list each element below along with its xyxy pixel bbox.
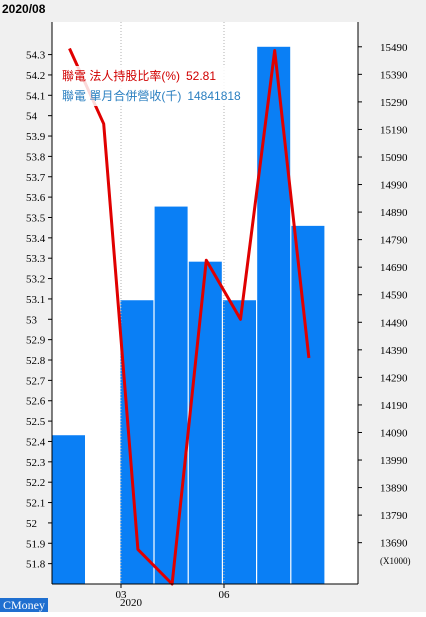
left-axis-tick-label: 53.1	[26, 294, 45, 306]
left-axis-tick-label: 53.2	[26, 274, 45, 286]
legend-value-revenue: 14841818	[187, 89, 240, 103]
legend-item-ownership: 聯電 法人持股比率(%) 52.81	[62, 66, 241, 86]
revenue-bar	[52, 435, 85, 584]
right-axis-tick-label: 14890	[380, 207, 408, 219]
revenue-bar	[155, 207, 188, 584]
left-axis-tick-label: 52.8	[26, 355, 46, 367]
right-axis-tick-label: 14290	[380, 372, 408, 384]
left-axis-tick-label: 51.9	[26, 538, 46, 550]
right-axis-tick-label: 15390	[380, 69, 408, 81]
right-axis-unit-label: (X1000)	[380, 556, 411, 566]
revenue-bar	[257, 47, 290, 584]
left-axis-tick-label: 51.8	[26, 559, 46, 571]
watermark-logo: CMoney	[0, 598, 48, 612]
revenue-bar	[223, 300, 256, 584]
right-axis-tick-label: 15490	[380, 42, 408, 54]
right-axis-tick-label: 14690	[380, 262, 408, 274]
left-axis-tick-label: 52.5	[26, 416, 46, 428]
right-axis-tick-label: 14590	[380, 290, 408, 302]
right-axis-tick-label: 14390	[380, 345, 408, 357]
x-axis-tick-label: 06	[219, 589, 231, 601]
chart-date-label: 2020/08	[2, 2, 45, 16]
left-axis-tick-label: 52.2	[26, 477, 45, 489]
left-axis-tick-label: 54.2	[26, 70, 45, 82]
right-axis-tick-label: 15190	[380, 124, 408, 136]
left-axis-tick-label: 53.8	[26, 151, 46, 163]
x-axis-year-label: 2020	[120, 597, 143, 609]
left-axis-tick-label: 52.4	[26, 436, 46, 448]
right-axis-tick-label: 14090	[380, 427, 408, 439]
left-axis-tick-label: 53.3	[26, 253, 46, 265]
revenue-bar	[291, 226, 324, 584]
left-axis-tick-label: 52.6	[26, 396, 46, 408]
right-axis-tick-label: 13990	[380, 455, 408, 467]
legend-value-ownership: 52.81	[186, 69, 216, 83]
left-axis-tick-label: 53.9	[26, 131, 46, 143]
right-axis-tick-label: 14490	[380, 317, 408, 329]
right-axis-tick-label: 13890	[380, 483, 408, 495]
left-axis-tick-label: 53.4	[26, 233, 46, 245]
right-axis-tick-label: 13790	[380, 510, 408, 522]
right-axis-tick-label: 14790	[380, 235, 408, 247]
legend-label-revenue: 聯電 單月合併營收(千)	[62, 89, 181, 103]
right-axis-tick-label: 15090	[380, 152, 408, 164]
left-axis-tick-label: 52.7	[26, 375, 46, 387]
revenue-bar	[189, 262, 222, 584]
right-axis-tick-label: 14990	[380, 180, 408, 192]
right-axis-tick-label: 13690	[380, 538, 408, 550]
left-axis-tick-label: 54.1	[26, 90, 45, 102]
left-axis-tick-label: 52.9	[26, 335, 46, 347]
left-axis-tick-label: 53	[26, 314, 38, 326]
left-axis-tick-label: 52	[26, 518, 37, 530]
left-axis-tick-label: 54	[26, 111, 38, 123]
left-axis-tick-label: 53.6	[26, 192, 46, 204]
left-axis-tick-label: 53.7	[26, 172, 46, 184]
left-axis-tick-label: 53.5	[26, 212, 46, 224]
left-axis-tick-label: 54.3	[26, 50, 46, 62]
left-axis-tick-label: 52.1	[26, 498, 45, 510]
left-axis-tick-label: 52.3	[26, 457, 46, 469]
right-axis-tick-label: 14190	[380, 400, 408, 412]
legend: 聯電 法人持股比率(%) 52.81 聯電 單月合併營收(千) 14841818	[60, 66, 243, 106]
right-axis-tick-label: 15290	[380, 97, 408, 109]
legend-label-ownership: 聯電 法人持股比率(%)	[62, 69, 180, 83]
legend-item-revenue: 聯電 單月合併營收(千) 14841818	[62, 86, 241, 106]
